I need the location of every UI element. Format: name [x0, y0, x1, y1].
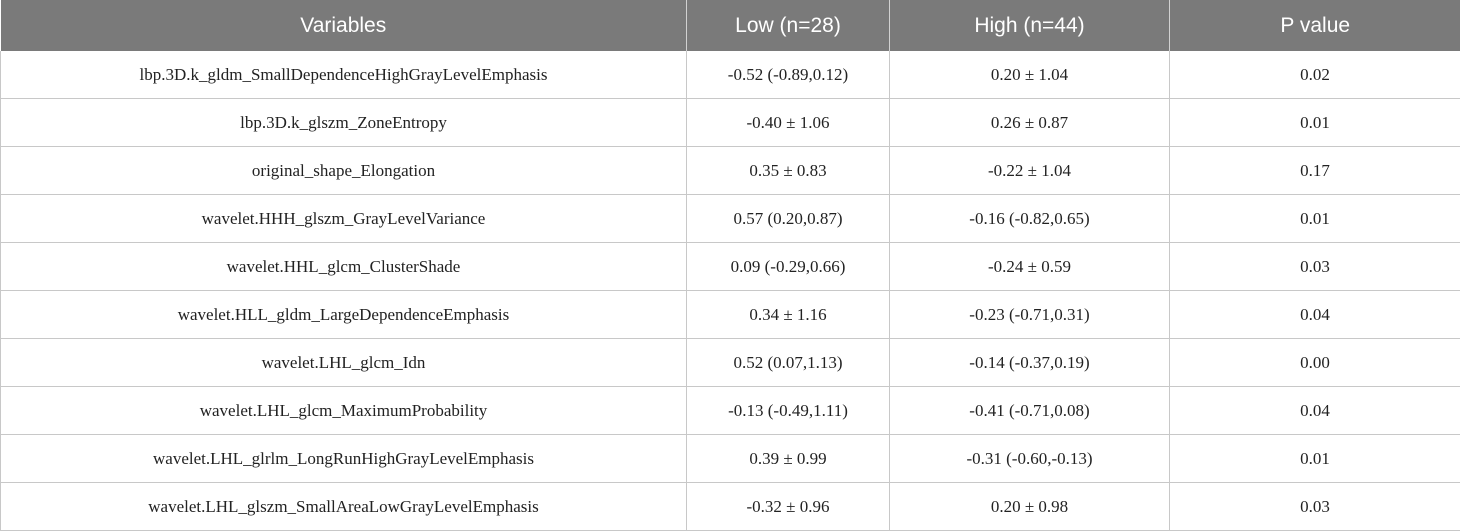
p-value-cell: 0.01	[1170, 195, 1460, 243]
low-value-cell: 0.39 ± 0.99	[687, 435, 890, 483]
high-value-cell: 0.20 ± 0.98	[890, 483, 1170, 531]
variable-cell: original_shape_Elongation	[1, 147, 687, 195]
table-row: lbp.3D.k_gldm_SmallDependenceHighGrayLev…	[1, 51, 1460, 99]
p-value-cell: 0.01	[1170, 435, 1460, 483]
variable-cell: wavelet.LHL_glcm_MaximumProbability	[1, 387, 687, 435]
table-row: original_shape_Elongation 0.35 ± 0.83 -0…	[1, 147, 1460, 195]
variable-cell: lbp.3D.k_gldm_SmallDependenceHighGrayLev…	[1, 51, 687, 99]
high-value-cell: -0.16 (-0.82,0.65)	[890, 195, 1170, 243]
header-p-value: P value	[1170, 0, 1460, 51]
table-header: Variables Low (n=28) High (n=44) P value	[1, 0, 1460, 51]
table-row: wavelet.LHL_glrlm_LongRunHighGrayLevelEm…	[1, 435, 1460, 483]
variable-cell: wavelet.HHL_glcm_ClusterShade	[1, 243, 687, 291]
p-value-cell: 0.01	[1170, 99, 1460, 147]
low-value-cell: -0.32 ± 0.96	[687, 483, 890, 531]
header-high-group: High (n=44)	[890, 0, 1170, 51]
table-row: wavelet.HLL_gldm_LargeDependenceEmphasis…	[1, 291, 1460, 339]
variable-cell: wavelet.LHL_glszm_SmallAreaLowGrayLevelE…	[1, 483, 687, 531]
table-row: wavelet.LHL_glszm_SmallAreaLowGrayLevelE…	[1, 483, 1460, 531]
header-low-group: Low (n=28)	[687, 0, 890, 51]
variable-cell: lbp.3D.k_glszm_ZoneEntropy	[1, 99, 687, 147]
header-variables: Variables	[1, 0, 687, 51]
high-value-cell: 0.26 ± 0.87	[890, 99, 1170, 147]
table-row: wavelet.HHL_glcm_ClusterShade 0.09 (-0.2…	[1, 243, 1460, 291]
low-value-cell: 0.09 (-0.29,0.66)	[687, 243, 890, 291]
table-row: lbp.3D.k_glszm_ZoneEntropy -0.40 ± 1.06 …	[1, 99, 1460, 147]
high-value-cell: -0.24 ± 0.59	[890, 243, 1170, 291]
p-value-cell: 0.00	[1170, 339, 1460, 387]
low-value-cell: -0.13 (-0.49,1.11)	[687, 387, 890, 435]
low-value-cell: -0.52 (-0.89,0.12)	[687, 51, 890, 99]
p-value-cell: 0.02	[1170, 51, 1460, 99]
high-value-cell: -0.23 (-0.71,0.31)	[890, 291, 1170, 339]
high-value-cell: -0.22 ± 1.04	[890, 147, 1170, 195]
low-value-cell: 0.34 ± 1.16	[687, 291, 890, 339]
table-row: wavelet.HHH_glszm_GrayLevelVariance 0.57…	[1, 195, 1460, 243]
table-row: wavelet.LHL_glcm_Idn 0.52 (0.07,1.13) -0…	[1, 339, 1460, 387]
low-value-cell: 0.52 (0.07,1.13)	[687, 339, 890, 387]
header-row: Variables Low (n=28) High (n=44) P value	[1, 0, 1460, 51]
low-value-cell: 0.35 ± 0.83	[687, 147, 890, 195]
table-body: lbp.3D.k_gldm_SmallDependenceHighGrayLev…	[1, 51, 1460, 531]
high-value-cell: 0.20 ± 1.04	[890, 51, 1170, 99]
high-value-cell: -0.41 (-0.71,0.08)	[890, 387, 1170, 435]
high-value-cell: -0.31 (-0.60,-0.13)	[890, 435, 1170, 483]
p-value-cell: 0.04	[1170, 291, 1460, 339]
variable-cell: wavelet.LHL_glcm_Idn	[1, 339, 687, 387]
variable-cell: wavelet.LHL_glrlm_LongRunHighGrayLevelEm…	[1, 435, 687, 483]
p-value-cell: 0.17	[1170, 147, 1460, 195]
low-value-cell: -0.40 ± 1.06	[687, 99, 890, 147]
table-row: wavelet.LHL_glcm_MaximumProbability -0.1…	[1, 387, 1460, 435]
p-value-cell: 0.04	[1170, 387, 1460, 435]
variable-cell: wavelet.HHH_glszm_GrayLevelVariance	[1, 195, 687, 243]
p-value-cell: 0.03	[1170, 243, 1460, 291]
p-value-cell: 0.03	[1170, 483, 1460, 531]
high-value-cell: -0.14 (-0.37,0.19)	[890, 339, 1170, 387]
variable-cell: wavelet.HLL_gldm_LargeDependenceEmphasis	[1, 291, 687, 339]
low-value-cell: 0.57 (0.20,0.87)	[687, 195, 890, 243]
